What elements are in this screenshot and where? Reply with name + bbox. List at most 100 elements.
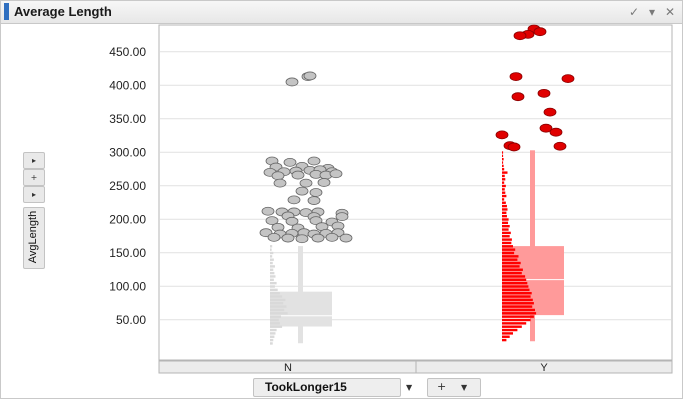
- histogram-bar: [502, 288, 530, 292]
- histogram-bar: [502, 335, 510, 338]
- data-point: [309, 216, 323, 226]
- data-point: [295, 186, 309, 196]
- title-accent-bar: [4, 3, 9, 20]
- histogram-bar: [502, 275, 526, 278]
- histogram-bar: [502, 228, 509, 231]
- histogram-bar: [502, 221, 509, 225]
- x-tick-label: Y: [540, 362, 548, 374]
- histogram-bar: [270, 318, 279, 322]
- chevron-down-icon[interactable]: ▾: [648, 5, 656, 19]
- histogram-bar: [270, 305, 287, 308]
- x-axis-label: TookLonger15: [265, 380, 347, 394]
- data-point: [307, 196, 321, 205]
- data-point: [291, 170, 305, 180]
- y-axis-selector[interactable]: [23, 207, 45, 269]
- histogram-bar: [502, 251, 515, 255]
- histogram-bar: [502, 164, 504, 168]
- histogram-bar: [502, 261, 521, 265]
- histogram-bar: [502, 208, 508, 211]
- data-point: [281, 233, 295, 243]
- panel-title: Average Length: [14, 4, 112, 19]
- x-axis-add-button[interactable]: +: [437, 380, 447, 393]
- histogram-bar: [270, 278, 274, 281]
- histogram-bar: [502, 295, 531, 298]
- histogram-bar: [270, 281, 277, 285]
- histogram-bar: [270, 245, 273, 248]
- histogram-bar: [502, 194, 507, 198]
- data-point: [325, 232, 339, 242]
- histogram-bar: [502, 151, 504, 154]
- data-point: [273, 178, 287, 188]
- y-tick-label: 250.00: [109, 179, 146, 193]
- histogram-bar: [270, 325, 283, 328]
- histogram-bar: [502, 255, 519, 258]
- grid-lines: [160, 51, 671, 321]
- plot-area: [158, 24, 673, 361]
- y-axis-dropdown[interactable]: ▸: [23, 186, 45, 203]
- histogram-bar: [270, 248, 272, 251]
- data-point: [539, 123, 553, 133]
- y-tick-label: 300.00: [109, 145, 146, 159]
- data-point: [271, 171, 285, 181]
- data-point: [513, 31, 527, 41]
- histogram-bar: [270, 268, 274, 271]
- data-point: [307, 156, 321, 166]
- histogram-bar: [270, 285, 275, 288]
- histogram-bar: [502, 258, 518, 261]
- histogram-bar: [502, 265, 520, 268]
- histogram-bar: [502, 281, 528, 285]
- close-icon[interactable]: ✕: [664, 5, 676, 19]
- data-point: [533, 27, 547, 37]
- data-point: [507, 142, 521, 152]
- histogram-bar: [502, 231, 511, 235]
- whisker: [530, 150, 535, 342]
- data-point: [295, 234, 309, 244]
- histogram-bar: [502, 225, 510, 228]
- x-axis-add-dropdown[interactable]: ▼: [461, 383, 468, 392]
- histogram-bar: [502, 318, 531, 322]
- data-point: [303, 71, 317, 81]
- histogram-bar: [270, 308, 285, 312]
- histogram-bar: [502, 214, 507, 218]
- data-point: [261, 206, 275, 216]
- y-tick-labels: 450.00 400.00 350.00 300.00 250.00 200.00 150.…: [109, 45, 146, 327]
- data-point: [285, 77, 299, 87]
- series-Y: [495, 24, 575, 342]
- histogram-bar: [502, 201, 506, 204]
- histogram-bar: [502, 325, 522, 328]
- histogram-bar: [502, 312, 537, 315]
- histogram-bar: [270, 275, 276, 278]
- y-axis-add-button[interactable]: +: [23, 169, 45, 186]
- histogram-bar: [502, 322, 527, 325]
- x-axis-add-control[interactable]: [427, 378, 481, 397]
- check-icon[interactable]: ✓: [628, 5, 640, 19]
- histogram-bar: [502, 278, 527, 281]
- histogram-bar: [270, 251, 274, 255]
- data-point: [561, 74, 575, 83]
- histogram-bar: [502, 171, 508, 174]
- data-point: [317, 178, 331, 187]
- y-tick-label: 350.00: [109, 112, 146, 126]
- y-tick-label: 400.00: [109, 78, 146, 92]
- data-point: [299, 178, 313, 188]
- histogram-bar: [502, 168, 505, 171]
- histogram-bar: [270, 271, 275, 275]
- data-point: [549, 127, 563, 137]
- data-point: [283, 157, 297, 167]
- series-N: [259, 71, 353, 345]
- histogram-bar: [270, 328, 277, 332]
- histogram-bar: [270, 255, 273, 258]
- y-axis-label: AvgLength: [27, 210, 39, 264]
- data-point: [543, 107, 557, 117]
- histogram-bar: [502, 305, 533, 308]
- y-axis-expand-button[interactable]: ▸: [23, 152, 45, 169]
- histogram-bar: [502, 238, 512, 241]
- data-point: [287, 195, 301, 205]
- histogram-bar: [270, 288, 278, 292]
- histogram-bar: [270, 295, 283, 298]
- x-axis-selector[interactable]: [253, 378, 401, 397]
- data-point: [537, 88, 551, 98]
- histogram-bar: [502, 235, 510, 238]
- x-axis-dropdown[interactable]: ▼: [406, 383, 413, 392]
